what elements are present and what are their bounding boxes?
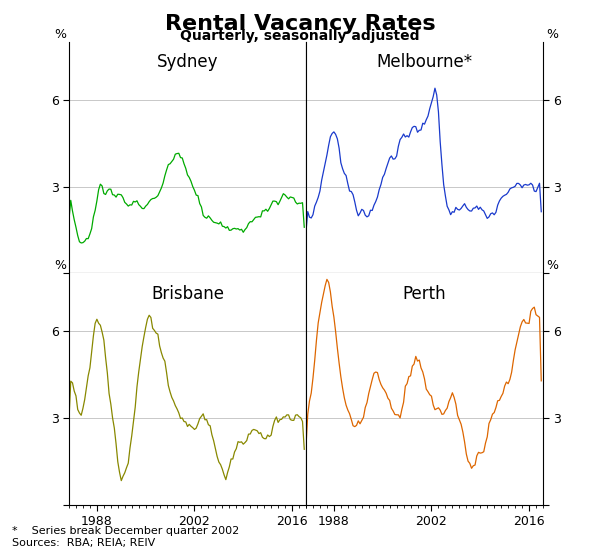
Text: Perth: Perth	[403, 285, 446, 303]
Text: %: %	[54, 259, 66, 272]
Text: Brisbane: Brisbane	[151, 285, 224, 303]
Text: Sources:  RBA; REIA; REIV: Sources: RBA; REIA; REIV	[12, 538, 155, 548]
Text: Sydney: Sydney	[157, 54, 218, 71]
Text: Quarterly, seasonally adjusted: Quarterly, seasonally adjusted	[180, 29, 420, 43]
Text: Melbourne*: Melbourne*	[376, 54, 473, 71]
Text: %: %	[546, 28, 558, 41]
Text: Rental Vacancy Rates: Rental Vacancy Rates	[164, 14, 436, 34]
Text: %: %	[546, 259, 558, 272]
Text: *    Series break December quarter 2002: * Series break December quarter 2002	[12, 526, 239, 536]
Text: %: %	[54, 28, 66, 41]
